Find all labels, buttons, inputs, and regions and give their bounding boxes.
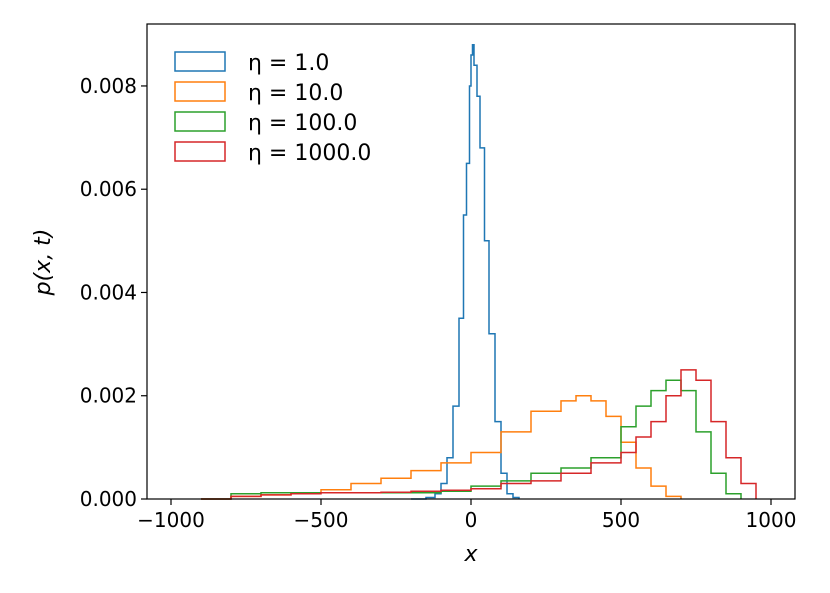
legend-label-3: η = 100.0 xyxy=(248,111,357,136)
x-tick-label: 1000 xyxy=(746,508,797,532)
legend-label-4: η = 1000.0 xyxy=(248,141,371,166)
y-tick-label: 0.008 xyxy=(80,74,137,98)
series-line-1 xyxy=(411,43,520,500)
x-tick-label: 500 xyxy=(602,508,640,532)
y-tick-label: 0.002 xyxy=(80,384,137,408)
legend-swatch-1 xyxy=(174,51,226,72)
x-tick-label: 0 xyxy=(465,508,478,532)
legend: η = 1.0 η = 10.0 η = 100.0 η = 1000.0 xyxy=(174,51,371,166)
legend-label-1: η = 1.0 xyxy=(248,51,329,76)
series-line-4 xyxy=(201,369,757,500)
legend-swatch-3 xyxy=(174,111,226,132)
x-axis: −1000 −500 0 500 1000 xyxy=(137,499,796,532)
y-tick-label: 0.000 xyxy=(80,487,137,511)
legend-label-2: η = 10.0 xyxy=(248,81,343,106)
x-axis-label: x xyxy=(463,542,478,567)
y-tick-label: 0.004 xyxy=(80,280,137,304)
series-layer xyxy=(201,43,757,500)
legend-swatch-4 xyxy=(174,141,226,162)
y-tick-label: 0.006 xyxy=(80,177,137,201)
y-axis: 0.000 0.002 0.004 0.006 0.008 xyxy=(80,74,147,511)
plot-area xyxy=(147,24,795,499)
x-tick-label: −500 xyxy=(294,508,349,532)
x-tick-label: −1000 xyxy=(137,508,205,532)
y-axis-label: p(x, t) xyxy=(31,229,56,297)
legend-swatch-2 xyxy=(174,81,226,102)
